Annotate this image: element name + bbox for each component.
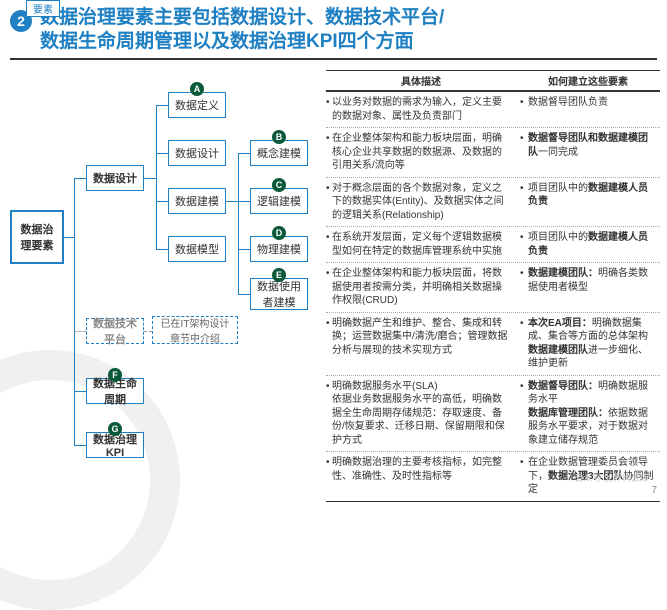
header: 2 数据治理要素主要包括数据设计、数据技术平台/数据生命周期管理以及数据治理KP… [0, 0, 667, 56]
node-l2-1: 数据设计 [168, 140, 226, 166]
page-number: 7 [651, 485, 657, 496]
badge-c: C [272, 178, 286, 192]
badge-g: G [108, 422, 122, 436]
badge-b: B [272, 130, 286, 144]
node-l2-3: 数据模型 [168, 236, 226, 262]
table-row: 在企业整体架构和能力板块层面，将数据使用者按需分类，并明确相关数据操作权限(CR… [326, 263, 660, 313]
badge-e: E [272, 268, 286, 282]
node-l2-2: 数据建模 [168, 188, 226, 214]
diagram-area: 数据治理要素 数据设计 数据技术平台 数据生命周期 数据治理KPI 数据定义 数… [0, 70, 667, 490]
watermark: 云众号 业界构云库 [574, 471, 649, 484]
badge-d: D [272, 226, 286, 240]
divider [10, 58, 657, 60]
section-tag: 要素 [26, 0, 60, 17]
description-table: 具体描述 如何建立这些要素 以业务对数据的需求为输入，定义主要的数据对象、属性及… [326, 70, 660, 502]
th-desc: 具体描述 [326, 71, 516, 91]
badge-f: F [108, 368, 122, 382]
table-row: 对于概念层面的各个数据对象，定义之下的数据实体(Entity)、及数据实体之间的… [326, 178, 660, 228]
badge-a: A [190, 82, 204, 96]
node-note: 已在IT架构设计章节中介绍 [152, 316, 238, 344]
node-root: 数据治理要素 [10, 210, 64, 264]
node-l1-1: 数据技术平台 [86, 318, 144, 344]
table-row: 在系统开发层面，定义每个逻辑数据模型如何在特定的数据库管理系统中实施项目团队中的… [326, 227, 660, 263]
th-how: 如何建立这些要素 [516, 71, 660, 91]
table-row: 以业务对数据的需求为输入，定义主要的数据对象、属性及负责部门数据督导团队负责 [326, 92, 660, 128]
table-row: 明确数据产生和维护、整合、集成和转换；运营数据集中/清洗/磨合；管理数据分析与展… [326, 313, 660, 376]
table-row: 在企业整体架构和能力板块层面，明确核心企业共享数据的数据源、及数据的引用关系/流… [326, 128, 660, 178]
table-row: 明确数据服务水平(SLA)依据业务数据服务水平的高低，明确数据全生命周期存储规范… [326, 376, 660, 453]
node-l3-3: 数据使用者建模 [250, 278, 308, 310]
page-title: 数据治理要素主要包括数据设计、数据技术平台/数据生命周期管理以及数据治理KPI四… [40, 6, 444, 54]
node-l1-0: 数据设计 [86, 165, 144, 191]
